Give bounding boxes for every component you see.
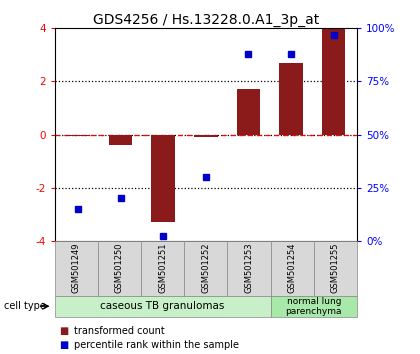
Text: GSM501255: GSM501255 — [331, 243, 340, 293]
Title: GDS4256 / Hs.13228.0.A1_3p_at: GDS4256 / Hs.13228.0.A1_3p_at — [93, 13, 319, 27]
Bar — [152, 135, 175, 222]
Text: GSM501249: GSM501249 — [72, 243, 81, 293]
Text: GSM501254: GSM501254 — [288, 243, 297, 293]
Bar — [109, 135, 132, 145]
Bar — [194, 135, 218, 137]
Text: percentile rank within the sample: percentile rank within the sample — [74, 340, 239, 350]
Text: caseous TB granulomas: caseous TB granulomas — [100, 301, 225, 311]
Bar — [279, 63, 303, 135]
Text: GSM501253: GSM501253 — [244, 243, 254, 293]
Bar — [237, 90, 260, 135]
Text: GSM501252: GSM501252 — [201, 243, 210, 293]
Text: ■: ■ — [59, 340, 68, 350]
Bar — [66, 135, 90, 136]
Bar — [322, 28, 345, 135]
Text: normal lung
parenchyma: normal lung parenchyma — [286, 297, 342, 316]
Text: ■: ■ — [59, 326, 68, 336]
Text: cell type: cell type — [4, 301, 46, 311]
Text: GSM501250: GSM501250 — [115, 243, 124, 293]
Text: GSM501251: GSM501251 — [158, 243, 167, 293]
Text: transformed count: transformed count — [74, 326, 164, 336]
